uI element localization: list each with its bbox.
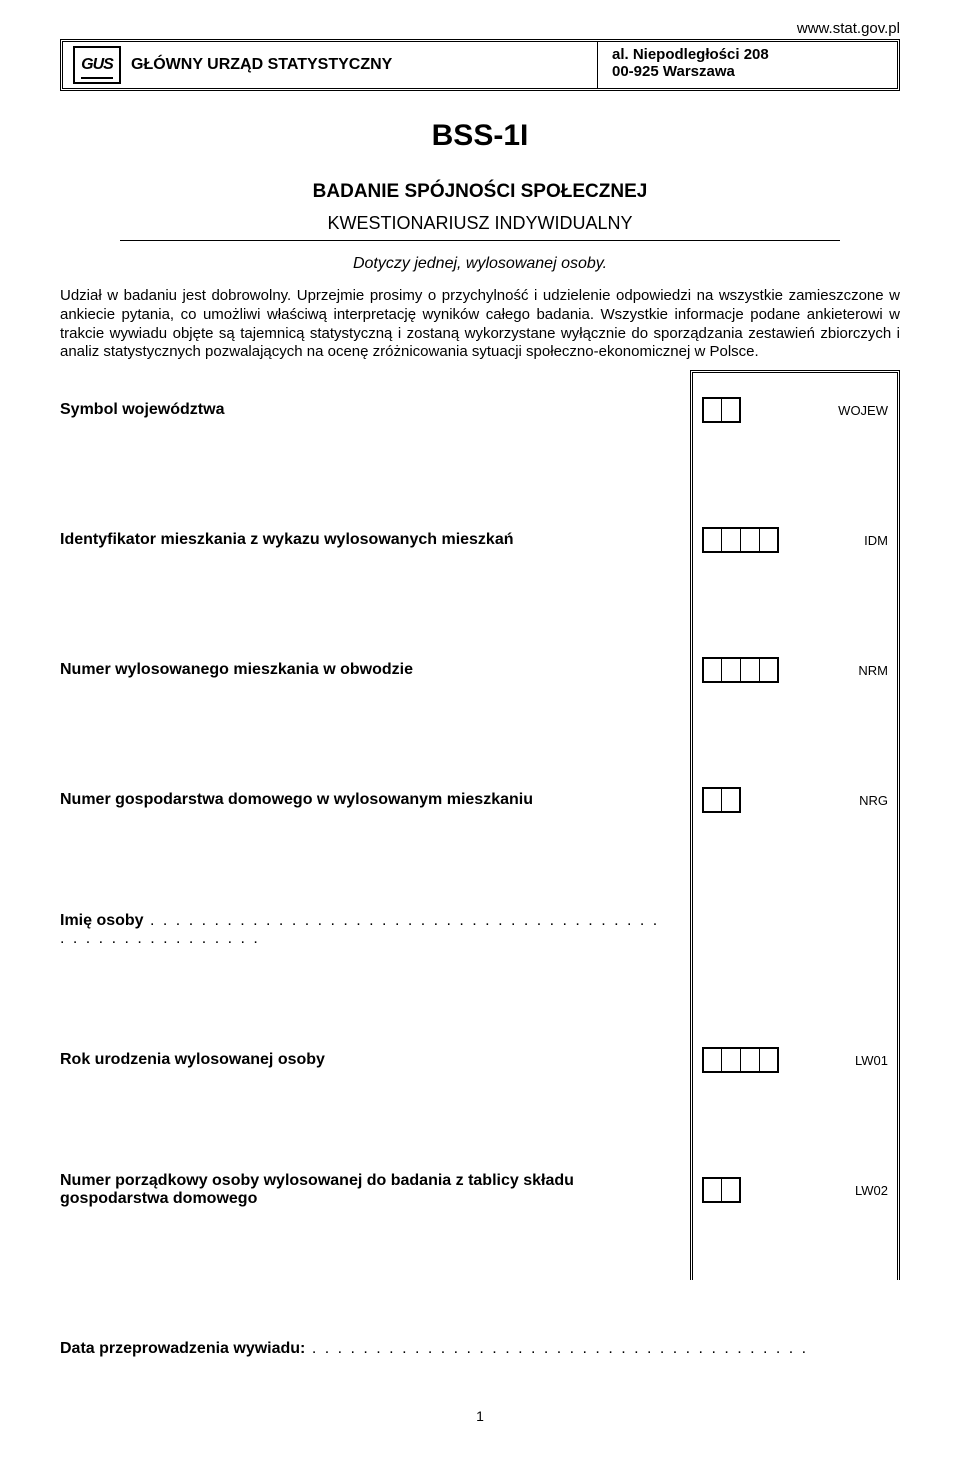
cell-group-lw01[interactable] [702, 1047, 779, 1073]
field-idm: Identyfikator mieszkania z wykazu wyloso… [60, 520, 900, 560]
field-boxes-nrg: NRG [690, 787, 900, 813]
field-code-wojew: WOJEW [828, 403, 888, 418]
field-nrm: Numer wylosowanego mieszkania w obwodzie… [60, 650, 900, 690]
org-name: GŁÓWNY URZĄD STATYSTYCZNY [131, 56, 392, 74]
logo-underline [81, 77, 113, 79]
cell-group-wojew[interactable] [702, 397, 741, 423]
gus-logo: GUS [73, 46, 121, 84]
field-code-idm: IDM [854, 533, 888, 548]
field-lw01: Rok urodzenia wylosowanej osoby LW01 [60, 1040, 900, 1080]
field-boxes-lw01: LW01 [690, 1047, 900, 1073]
header-left: GUS GŁÓWNY URZĄD STATYSTYCZNY [63, 42, 597, 88]
cell-group-idm[interactable] [702, 527, 779, 553]
field-code-lw02: LW02 [845, 1183, 888, 1198]
field-label-wojew: Symbol województwa [60, 401, 690, 419]
field-boxes-idm: IDM [690, 527, 900, 553]
field-wojew: Symbol województwa WOJEW [60, 390, 900, 430]
logo-text: GUS [81, 56, 113, 74]
document-subtitle: KWESTIONARIUSZ INDYWIDUALNY [60, 213, 900, 234]
header-address: al. Niepodległości 208 00-925 Warszawa [597, 42, 897, 88]
field-lw02: Numer porządkowy osoby wylosowanej do ba… [60, 1170, 900, 1210]
document-code: BSS-1I [60, 119, 900, 153]
field-label-idm: Identyfikator mieszkania z wykazu wyloso… [60, 531, 690, 549]
field-label-imie: Imię osoby . . . . . . . . . . . . . . .… [60, 912, 690, 948]
header-url: www.stat.gov.pl [60, 20, 900, 37]
intro-paragraph: Udział w badaniu jest dobrowolny. Uprzej… [60, 287, 900, 362]
address-line-2: 00-925 Warszawa [612, 63, 883, 80]
field-boxes-lw02: LW02 [690, 1177, 900, 1203]
field-label-lw01: Rok urodzenia wylosowanej osoby [60, 1051, 690, 1069]
page-number: 1 [60, 1408, 900, 1424]
side-border [690, 370, 900, 1280]
document-note: Dotyczy jednej, wylosowanej osoby. [60, 255, 900, 273]
field-code-lw01: LW01 [845, 1053, 888, 1068]
field-boxes-wojew: WOJEW [690, 397, 900, 423]
cell-group-nrg[interactable] [702, 787, 741, 813]
imie-dots[interactable]: . . . . . . . . . . . . . . . . . . . . … [60, 912, 659, 947]
title-divider [120, 240, 840, 241]
address-line-1: al. Niepodległości 208 [612, 46, 883, 63]
date-label: Data przeprowadzenia wywiadu: [60, 1340, 305, 1357]
header-box: GUS GŁÓWNY URZĄD STATYSTYCZNY al. Niepod… [60, 39, 900, 91]
field-label-lw02: Numer porządkowy osoby wylosowanej do ba… [60, 1172, 690, 1208]
date-dots[interactable]: . . . . . . . . . . . . . . . . . . . . … [305, 1340, 808, 1357]
field-code-nrg: NRG [849, 793, 888, 808]
fields-wrapper: Symbol województwa WOJEW Identyfikator m… [60, 370, 900, 1280]
cell-group-nrm[interactable] [702, 657, 779, 683]
cell-group-lw02[interactable] [702, 1177, 741, 1203]
date-row: Data przeprowadzenia wywiadu: . . . . . … [60, 1340, 900, 1358]
field-label-nrg: Numer gospodarstwa domowego w wylosowany… [60, 791, 690, 809]
field-imie: Imię osoby . . . . . . . . . . . . . . .… [60, 910, 900, 950]
document-title: BADANIE SPÓJNOŚCI SPOŁECZNEJ [60, 181, 900, 203]
field-code-nrm: NRM [848, 663, 888, 678]
field-nrg: Numer gospodarstwa domowego w wylosowany… [60, 780, 900, 820]
field-label-nrm: Numer wylosowanego mieszkania w obwodzie [60, 661, 690, 679]
field-boxes-nrm: NRM [690, 657, 900, 683]
imie-label-text: Imię osoby [60, 912, 144, 929]
